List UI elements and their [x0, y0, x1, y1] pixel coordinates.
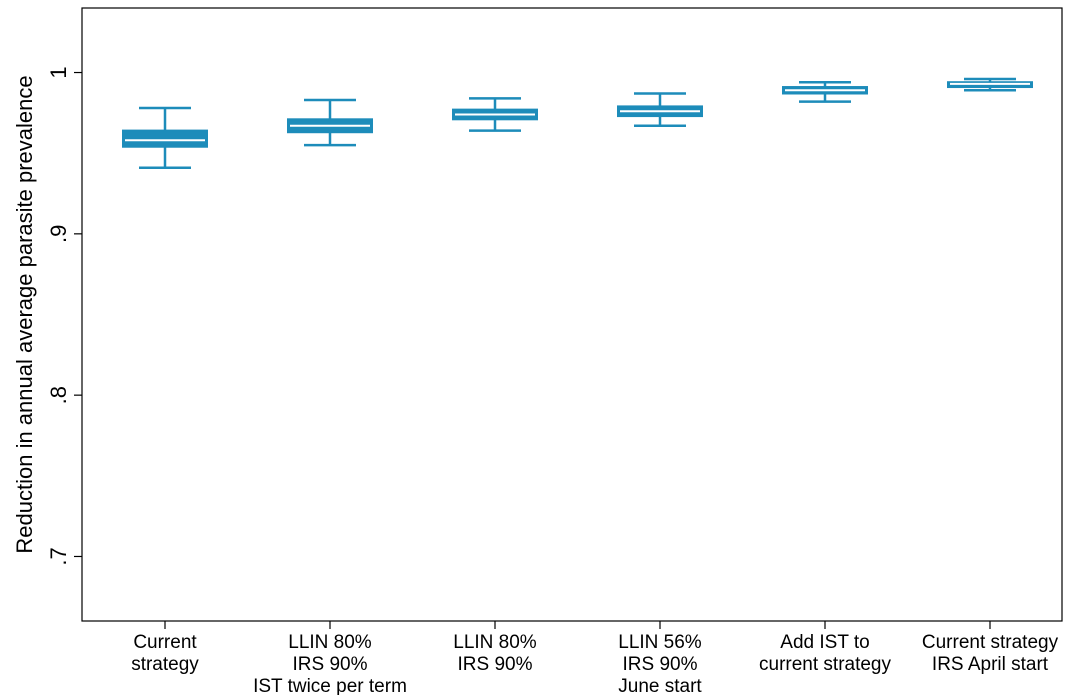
x-tick-label: LLIN 80%	[288, 632, 372, 653]
box-plot	[947, 77, 1033, 92]
box-plot	[617, 92, 703, 128]
x-tick-label: current strategy	[759, 654, 891, 675]
x-tick-label: IST twice per term	[253, 676, 407, 695]
x-tick-label: Add IST to	[780, 632, 869, 653]
x-tick-label: LLIN 56%	[618, 632, 702, 653]
x-tick-label: June start	[618, 676, 702, 695]
x-tick-label: IRS April start	[932, 654, 1049, 675]
x-tick-label: Current	[133, 632, 197, 653]
box-plot	[287, 98, 373, 147]
y-axis-title: Reduction in annual average parasite pre…	[12, 75, 37, 553]
box-plots	[122, 77, 1033, 169]
y-tick-label: .7	[46, 547, 71, 565]
x-tick-label: Current strategy	[922, 632, 1059, 653]
y-tick-label: 1	[46, 66, 71, 78]
y-axis: .7 .8 .9 1	[46, 66, 82, 566]
x-tick-label: LLIN 80%	[453, 632, 537, 653]
box-plot	[782, 80, 868, 103]
x-tick-label: strategy	[131, 654, 199, 675]
box-plot	[452, 97, 538, 132]
x-tick-label: IRS 90%	[293, 654, 368, 675]
iqr-box	[122, 129, 208, 148]
y-tick-label: .9	[46, 225, 71, 243]
x-tick-label: IRS 90%	[623, 654, 698, 675]
y-tick-label: .8	[46, 386, 71, 404]
x-tick-label: IRS 90%	[458, 654, 533, 675]
box-plot	[122, 106, 208, 169]
plot-frame	[81, 7, 1063, 622]
